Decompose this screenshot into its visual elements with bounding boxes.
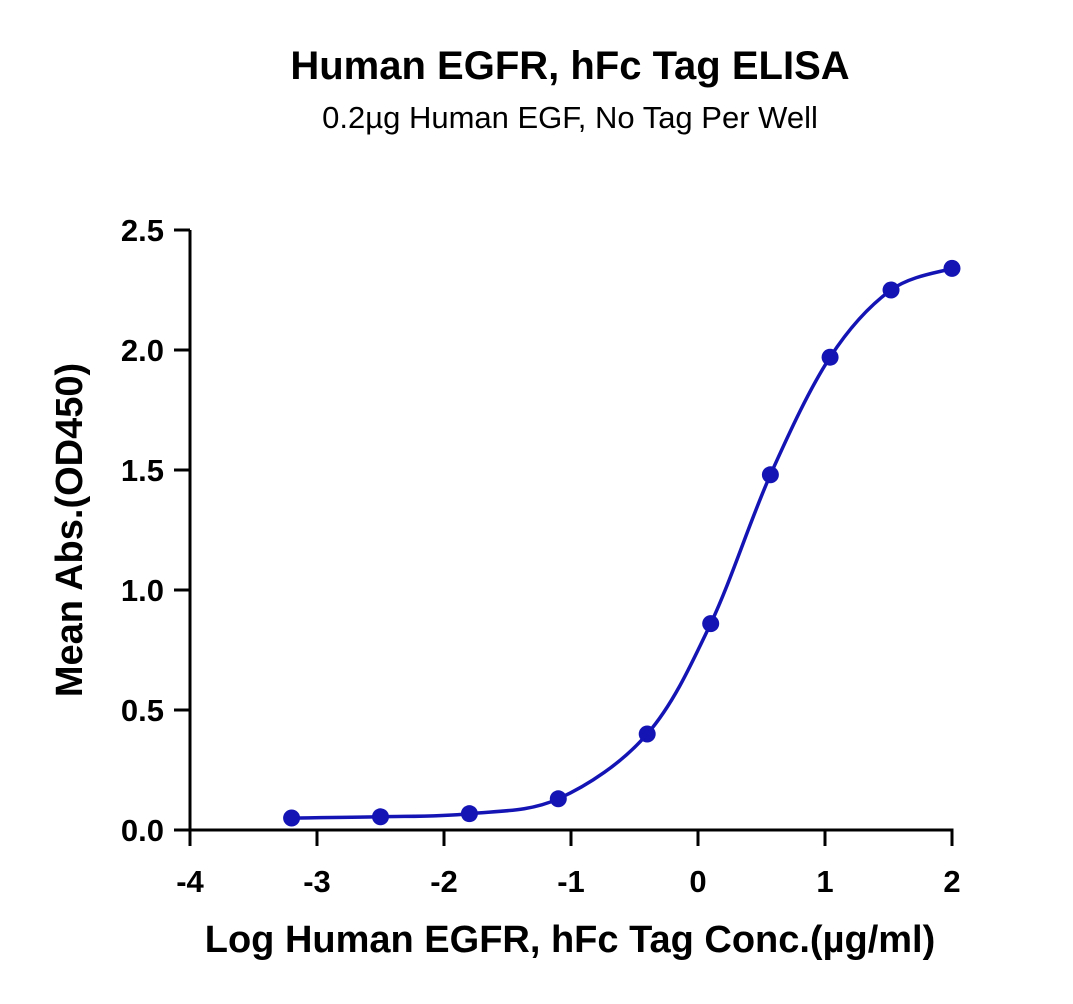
chart-title: Human EGFR, hFc Tag ELISA [290, 44, 850, 88]
chart-subtitle: 0.2µg Human EGF, No Tag Per Well [322, 100, 818, 135]
y-axis-label: Mean Abs.(OD450) [49, 363, 91, 697]
data-point [943, 259, 961, 277]
x-tick-label: 2 [943, 864, 960, 899]
x-tick-label: 0 [689, 864, 706, 899]
data-point [460, 805, 478, 823]
x-tick-label: -2 [430, 864, 458, 899]
x-tick-label: -1 [557, 864, 585, 899]
y-tick-label: 0.5 [121, 693, 164, 728]
fit-curve [291, 266, 953, 820]
data-point [761, 466, 779, 484]
data-point [638, 725, 656, 743]
x-tick-label: 1 [816, 864, 833, 899]
axes [188, 230, 954, 832]
x-axis-label: Log Human EGFR, hFc Tag Conc.(µg/ml) [205, 919, 936, 961]
y-tick-label: 0.0 [121, 813, 164, 848]
data-point [283, 809, 301, 827]
data-points [283, 259, 961, 827]
y-tick-label: 1.0 [121, 573, 164, 608]
data-point [549, 790, 567, 808]
x-axis-ticks: -4 -3 -2 -1 0 1 2 [176, 830, 961, 899]
y-axis-ticks: 0.0 0.5 1.0 1.5 2.0 2.5 [121, 213, 190, 848]
y-tick-label: 1.5 [121, 453, 164, 488]
x-tick-label: -4 [176, 864, 204, 899]
y-tick-label: 2.5 [121, 213, 164, 248]
data-point [372, 808, 389, 826]
data-point [882, 281, 900, 299]
data-point [702, 615, 720, 633]
data-point [821, 348, 839, 366]
x-tick-label: -3 [303, 864, 331, 899]
y-tick-label: 2.0 [121, 333, 164, 368]
